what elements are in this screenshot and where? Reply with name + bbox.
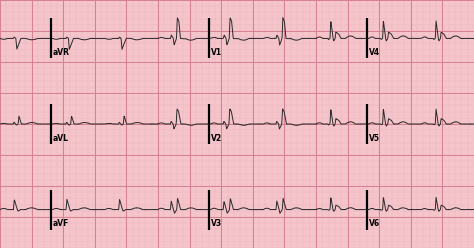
Text: V5: V5	[369, 134, 380, 143]
Text: aVR: aVR	[53, 48, 70, 57]
Text: aVF: aVF	[53, 219, 69, 228]
Text: V2: V2	[211, 134, 222, 143]
Text: V1: V1	[211, 48, 222, 57]
Text: V4: V4	[369, 48, 380, 57]
Text: V6: V6	[369, 219, 380, 228]
Text: V3: V3	[211, 219, 222, 228]
Text: aVL: aVL	[53, 134, 69, 143]
